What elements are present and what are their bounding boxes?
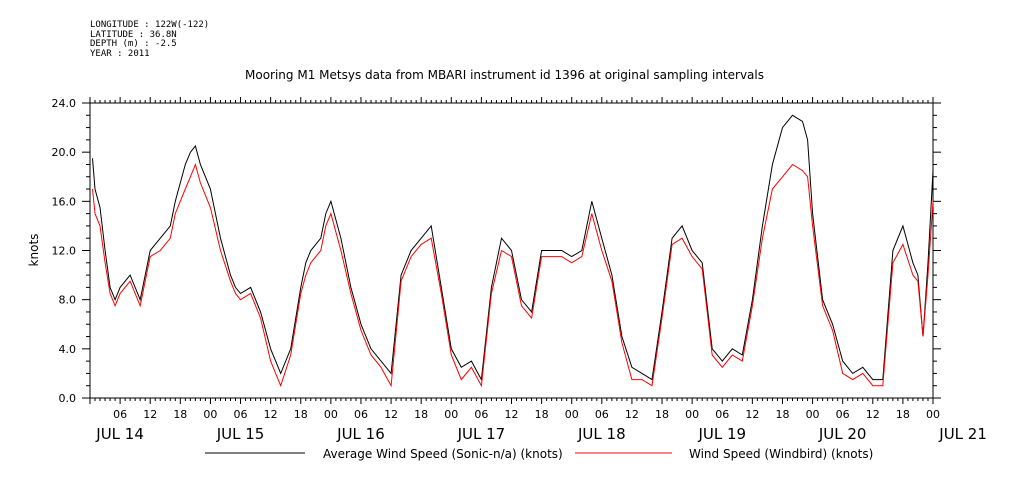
y-tick-label: 16.0 <box>52 195 77 208</box>
x-hour-label: 12 <box>505 408 519 421</box>
series-line-1 <box>92 162 934 388</box>
x-hour-label: 12 <box>264 408 278 421</box>
x-day-label: JUL 19 <box>697 425 746 443</box>
x-hour-label: 18 <box>173 408 187 421</box>
series-line-0 <box>92 114 934 382</box>
y-tick-label: 4.0 <box>59 343 77 356</box>
x-hour-label: 12 <box>625 408 639 421</box>
x-day-label: JUL 20 <box>818 425 867 443</box>
y-tick-label: 12.0 <box>52 245 77 258</box>
y-tick-label: 8.0 <box>59 294 77 307</box>
longitude-label: LONGITUDE : 122W(-122) <box>90 20 210 30</box>
metadata-block: LONGITUDE : 122W(-122) LATITUDE : 36.8N … <box>90 20 210 59</box>
x-hour-label: 12 <box>143 408 157 421</box>
x-day-label: JUL 21 <box>938 425 987 443</box>
x-hour-label: 00 <box>685 408 699 421</box>
legend-label-0: Average Wind Speed (Sonic-n/a) (knots) <box>323 447 563 461</box>
y-axis-label: knots <box>27 234 41 267</box>
x-day-label: JUL 17 <box>457 425 506 443</box>
x-hour-label: 00 <box>324 408 338 421</box>
legend-label-1: Wind Speed (Windbird) (knots) <box>689 447 873 461</box>
x-hour-label: 06 <box>354 408 368 421</box>
x-day-label: JUL 14 <box>95 425 144 443</box>
x-hour-label: 00 <box>565 408 579 421</box>
chart-title: Mooring M1 Metsys data from MBARI instru… <box>245 68 764 82</box>
x-day-label: JUL 16 <box>336 425 385 443</box>
x-hour-label: 06 <box>234 408 248 421</box>
x-hour-label: 18 <box>294 408 308 421</box>
x-hour-label: 18 <box>775 408 789 421</box>
x-hour-label: 00 <box>806 408 820 421</box>
y-tick-label: 20.0 <box>52 146 77 159</box>
latitude-label: LATITUDE : 36.8N <box>90 29 177 40</box>
x-hour-label: 18 <box>414 408 428 421</box>
x-hour-label: 18 <box>655 408 669 421</box>
x-day-label: JUL 15 <box>216 425 265 443</box>
x-hour-label: 18 <box>896 408 910 421</box>
x-hour-label: 00 <box>203 408 217 421</box>
x-day-label: JUL 18 <box>577 425 626 443</box>
x-hour-label: 06 <box>474 408 488 421</box>
y-tick-label: 0.0 <box>59 392 77 405</box>
x-hour-label: 12 <box>384 408 398 421</box>
x-hour-label: 06 <box>836 408 850 421</box>
x-hour-label: 12 <box>745 408 759 421</box>
x-hour-label: 18 <box>535 408 549 421</box>
x-hour-label: 00 <box>444 408 458 421</box>
year-label: YEAR : 2011 <box>90 48 150 59</box>
depth-label: DEPTH (m) : -2.5 <box>90 39 177 49</box>
x-hour-label: 12 <box>866 408 880 421</box>
x-hour-label: 00 <box>926 408 940 421</box>
x-hour-label: 06 <box>715 408 729 421</box>
x-hour-label: 06 <box>113 408 127 421</box>
y-tick-label: 24.0 <box>52 97 77 110</box>
x-hour-label: 06 <box>595 408 609 421</box>
